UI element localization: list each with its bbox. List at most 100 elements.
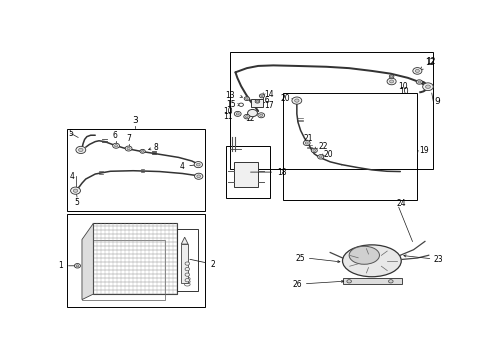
Bar: [181, 244, 188, 283]
Text: 22: 22: [317, 142, 327, 151]
Polygon shape: [181, 237, 188, 244]
Text: 17: 17: [264, 102, 273, 111]
Text: 6: 6: [112, 131, 117, 140]
Text: 15: 15: [226, 100, 236, 109]
Bar: [82, 239, 165, 300]
Circle shape: [425, 85, 429, 89]
Text: 14: 14: [264, 90, 273, 99]
Text: 5: 5: [68, 129, 73, 138]
Circle shape: [74, 264, 81, 268]
Text: 9: 9: [433, 97, 439, 106]
Circle shape: [184, 262, 189, 265]
Circle shape: [305, 142, 307, 144]
Circle shape: [70, 187, 81, 194]
Text: 10: 10: [223, 107, 232, 116]
Circle shape: [311, 148, 317, 153]
Circle shape: [415, 80, 422, 84]
Text: 18: 18: [250, 168, 286, 177]
Circle shape: [259, 94, 264, 98]
Circle shape: [422, 83, 432, 91]
Text: 4: 4: [69, 172, 74, 181]
Circle shape: [238, 103, 243, 107]
Circle shape: [196, 163, 200, 166]
Circle shape: [319, 156, 322, 158]
Circle shape: [244, 114, 249, 119]
Circle shape: [184, 279, 189, 282]
Text: 7: 7: [126, 134, 131, 143]
Text: 20: 20: [323, 150, 333, 159]
Circle shape: [247, 109, 257, 117]
Text: 12: 12: [425, 57, 435, 66]
Circle shape: [317, 155, 323, 159]
Circle shape: [76, 146, 85, 153]
Text: 13: 13: [224, 91, 234, 100]
Circle shape: [194, 173, 203, 179]
Text: 24: 24: [396, 199, 406, 208]
Circle shape: [125, 146, 132, 151]
Text: 16: 16: [260, 96, 269, 105]
Circle shape: [127, 147, 130, 150]
Circle shape: [412, 68, 421, 74]
Text: 26: 26: [292, 280, 302, 289]
Circle shape: [388, 75, 393, 78]
Text: 19: 19: [418, 146, 428, 155]
Text: 10: 10: [398, 87, 408, 96]
Text: 12: 12: [419, 58, 433, 70]
Ellipse shape: [342, 245, 401, 277]
Circle shape: [260, 95, 263, 97]
Circle shape: [196, 175, 200, 177]
Ellipse shape: [348, 246, 379, 264]
Circle shape: [245, 116, 248, 118]
Text: 21: 21: [303, 134, 312, 143]
Circle shape: [390, 76, 392, 77]
Bar: [343, 278, 401, 284]
Text: 20: 20: [280, 94, 290, 103]
Circle shape: [291, 97, 301, 104]
Bar: [67, 214, 205, 307]
Text: 10: 10: [391, 81, 407, 91]
Bar: [251, 99, 262, 107]
Bar: [233, 162, 258, 187]
Text: 8: 8: [154, 143, 159, 152]
Text: 2: 2: [189, 259, 215, 269]
Circle shape: [114, 145, 118, 147]
Text: 11: 11: [223, 112, 232, 121]
Bar: [229, 51, 432, 169]
Bar: [282, 93, 416, 200]
Circle shape: [79, 148, 83, 152]
Polygon shape: [82, 223, 93, 300]
Circle shape: [257, 113, 264, 118]
Text: 12: 12: [244, 113, 254, 122]
Circle shape: [194, 162, 202, 168]
Circle shape: [256, 101, 258, 102]
Bar: [176, 229, 197, 291]
Text: 23: 23: [433, 255, 443, 264]
Circle shape: [255, 100, 259, 103]
Text: 1: 1: [58, 261, 75, 270]
Circle shape: [294, 99, 299, 102]
Circle shape: [259, 114, 262, 116]
Circle shape: [417, 81, 420, 83]
Text: 25: 25: [295, 253, 305, 262]
Bar: [67, 129, 205, 211]
Circle shape: [73, 189, 78, 192]
Circle shape: [112, 143, 119, 148]
Circle shape: [303, 140, 309, 145]
Circle shape: [312, 149, 315, 152]
Circle shape: [234, 111, 241, 116]
Bar: [93, 223, 176, 294]
Circle shape: [245, 98, 247, 99]
Circle shape: [388, 280, 392, 283]
Circle shape: [236, 113, 239, 115]
Circle shape: [184, 267, 189, 271]
Text: 4: 4: [179, 162, 195, 171]
Text: 3: 3: [132, 116, 138, 125]
Circle shape: [389, 80, 393, 83]
Bar: [225, 146, 269, 198]
Circle shape: [414, 69, 419, 72]
Circle shape: [140, 149, 145, 153]
Text: 5: 5: [75, 198, 80, 207]
Circle shape: [141, 150, 143, 152]
Circle shape: [184, 273, 189, 276]
Circle shape: [386, 78, 395, 85]
